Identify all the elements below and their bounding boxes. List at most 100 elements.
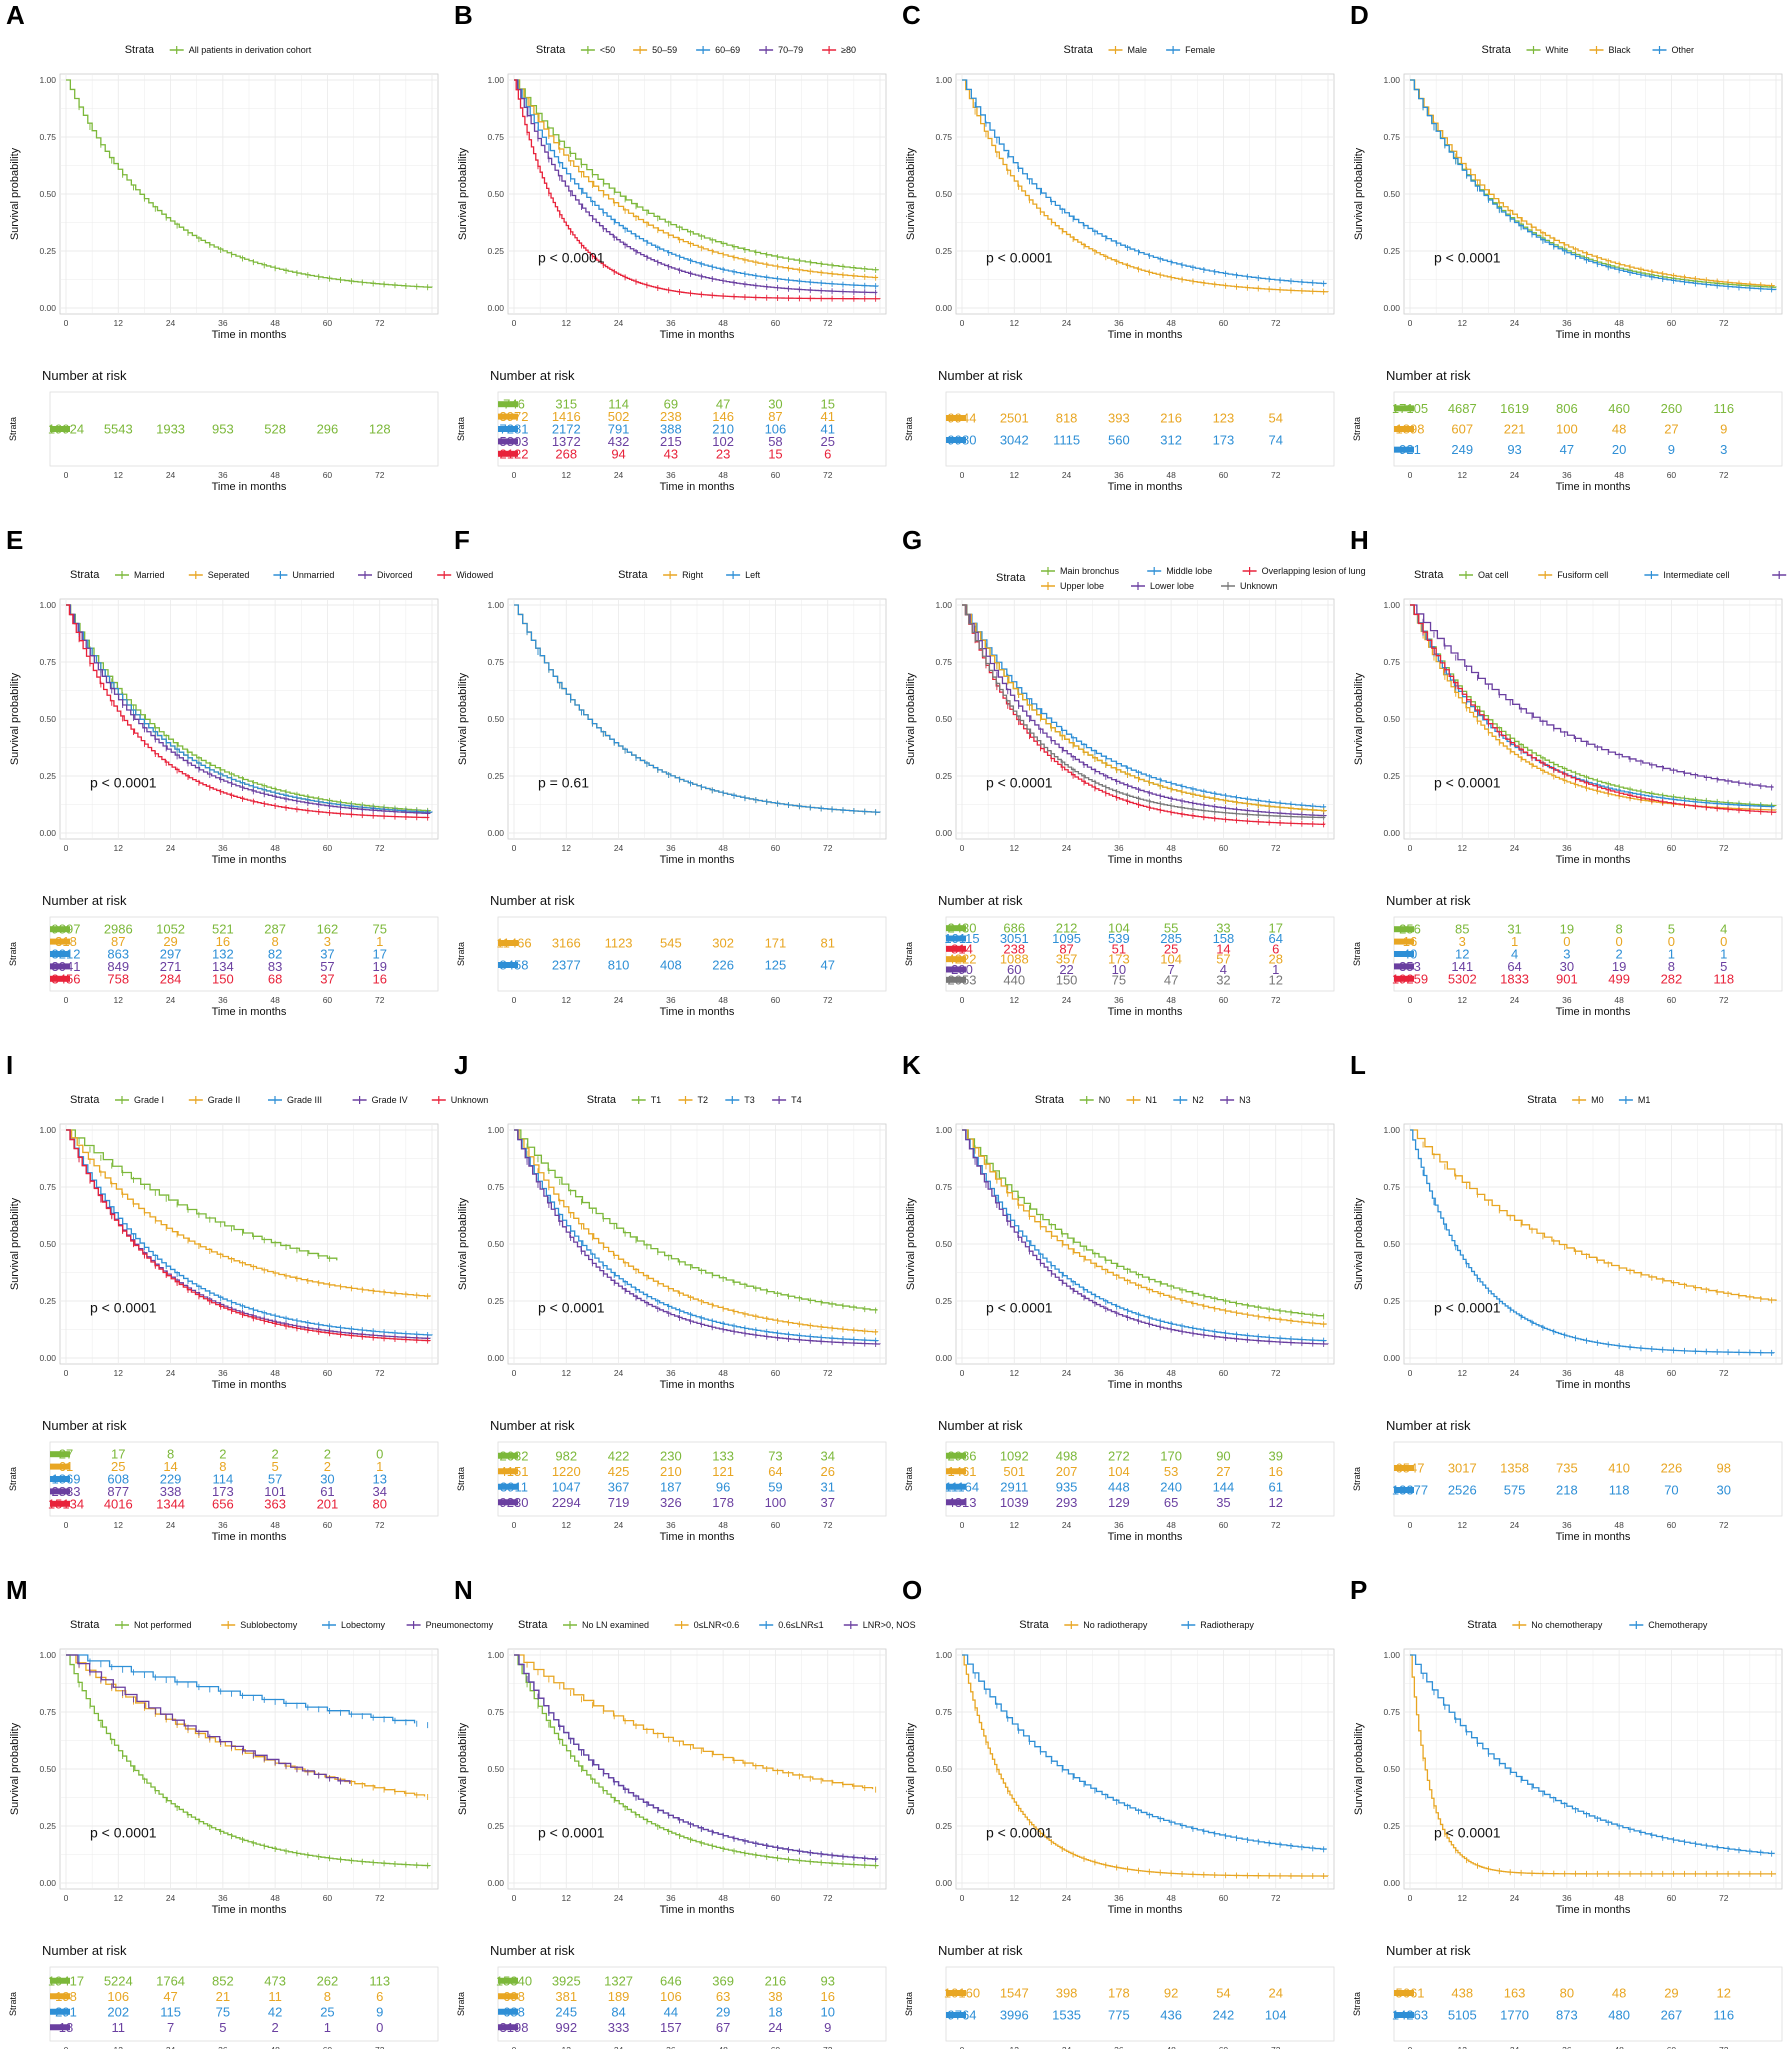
y-tick-label: 1.00 [935,75,952,85]
censor-marks-4 [1422,618,1773,791]
y-tick-label: 0.00 [935,1353,952,1363]
legend-label: Grade I [134,1095,164,1105]
legend-label: 60–69 [715,45,740,55]
legend-label: No LN examined [582,1620,649,1630]
x-tick-label: 12 [1010,1893,1020,1903]
risk-count: 521 [212,922,234,937]
y-tick-label: 0.25 [1383,771,1400,781]
x-tick-label: 36 [666,1893,676,1903]
risk-count: 5661 [1396,1986,1425,2001]
legend-label: 0.6≤LNR≤1 [778,1620,823,1630]
risk-x-tick-label: 72 [823,1520,833,1530]
y-axis-label: Survival probability [9,147,21,240]
risk-count: 27 [1664,422,1678,437]
censor-marks-4 [526,111,877,296]
risk-count: 2377 [552,958,581,973]
risk-x-tick-label: 72 [823,995,833,1005]
risk-count: 1898 [1396,422,1425,437]
survival-curve-3 [66,1654,416,1724]
risk-x-tick-label: 24 [1062,995,1072,1005]
y-axis-label: Survival probability [905,1722,917,1815]
legend-label: Widowed [456,570,493,580]
risk-count: 101 [264,1484,286,1499]
risk-count: 63 [716,1989,730,2004]
risk-count: 163 [1504,1986,1526,2001]
risk-count: 12 [1455,947,1469,962]
y-tick-label: 0.75 [1383,1182,1400,1192]
risk-count: 1 [1720,947,1727,962]
legend-label: Chemotherapy [1648,1620,1708,1630]
risk-x-tick-label: 60 [1219,470,1229,480]
survival-curve-4 [66,604,431,815]
p-value: p < 0.0001 [986,1824,1053,1840]
censor-marks-3 [78,1655,429,1729]
risk-row-swatch [50,951,70,957]
y-tick-label: 1.00 [487,1125,504,1135]
survival-curve-3 [66,1129,433,1336]
x-tick-label: 12 [1010,1368,1020,1378]
y-tick-label: 0.50 [935,1239,952,1249]
risk-count: 3 [324,934,331,949]
x-tick-label: 0 [960,1893,965,1903]
x-axis-label: Time in months [1556,854,1631,866]
legend-label: N0 [1099,1095,1111,1105]
legend-label: Unknown [451,1095,489,1105]
risk-row-swatch [946,945,966,952]
panel-a: A Strata All patients in derivation cohort… [6,0,439,493]
risk-row-swatch [1394,963,1414,970]
x-tick-label: 60 [771,843,781,853]
risk-count: 296 [317,422,339,437]
x-tick-label: 0 [512,1368,517,1378]
risk-count: 48 [1612,422,1626,437]
risk-x-tick-label: 0 [64,470,69,480]
risk-count: 87 [111,934,125,949]
legend-label: No radiotherapy [1083,1620,1148,1630]
risk-count: 1115 [1053,433,1080,448]
y-tick-label: 1.00 [1383,1125,1400,1135]
risk-count: 19259 [1392,971,1428,986]
risk-x-tick-label: 24 [1062,470,1072,480]
risk-row-swatch [498,1977,518,1984]
p-value: p < 0.0001 [90,1824,157,1840]
risk-row-swatch [498,450,518,457]
y-tick-label: 0.25 [1383,1821,1400,1831]
risk-count: 1052 [156,922,185,937]
risk-count: 1358 [1500,1461,1529,1476]
risk-count: 735 [1556,1461,1578,1476]
risk-x-axis-label: Time in months [212,481,287,493]
x-axis-label: Time in months [1556,1904,1631,1916]
p-value: p < 0.0001 [538,1299,605,1315]
risk-row-swatch [946,976,966,983]
risk-count: 170 [1160,1448,1182,1463]
panel-label: C [902,0,921,30]
risk-x-tick-label: 60 [771,2045,781,2049]
risk-x-axis-label: Time in months [212,1006,287,1018]
risk-table-title: Number at risk [42,1943,127,1958]
x-tick-label: 60 [1219,1368,1229,1378]
risk-count: 84 [611,2004,625,2019]
risk-row-swatch [946,956,966,963]
risk-x-tick-label: 60 [323,995,333,1005]
risk-count: 69 [664,397,678,412]
risk-count: 238 [660,409,682,424]
risk-count: 22 [1059,962,1073,977]
risk-count: 921 [1399,442,1421,457]
legend-label: 70–79 [778,45,803,55]
risk-x-tick-label: 72 [375,2045,385,2049]
risk-x-tick-label: 60 [1667,995,1677,1005]
risk-strata-label: Strata [1352,942,1362,966]
risk-table [49,916,439,992]
x-tick-label: 60 [1667,1893,1677,1903]
risk-strata-label: Strata [904,417,914,441]
y-tick-label: 0.00 [487,1353,504,1363]
risk-count: 132 [212,947,234,962]
risk-count: 75 [216,2004,230,2019]
risk-count: 656 [212,1496,234,1511]
censor-marks-4 [78,1661,341,1785]
x-tick-label: 12 [1458,1893,1468,1903]
x-tick-label: 48 [1614,843,1624,853]
risk-count: 173 [212,1484,234,1499]
risk-count: 3212 [52,947,81,962]
x-tick-label: 60 [323,1368,333,1378]
risk-x-tick-label: 48 [270,2045,280,2049]
